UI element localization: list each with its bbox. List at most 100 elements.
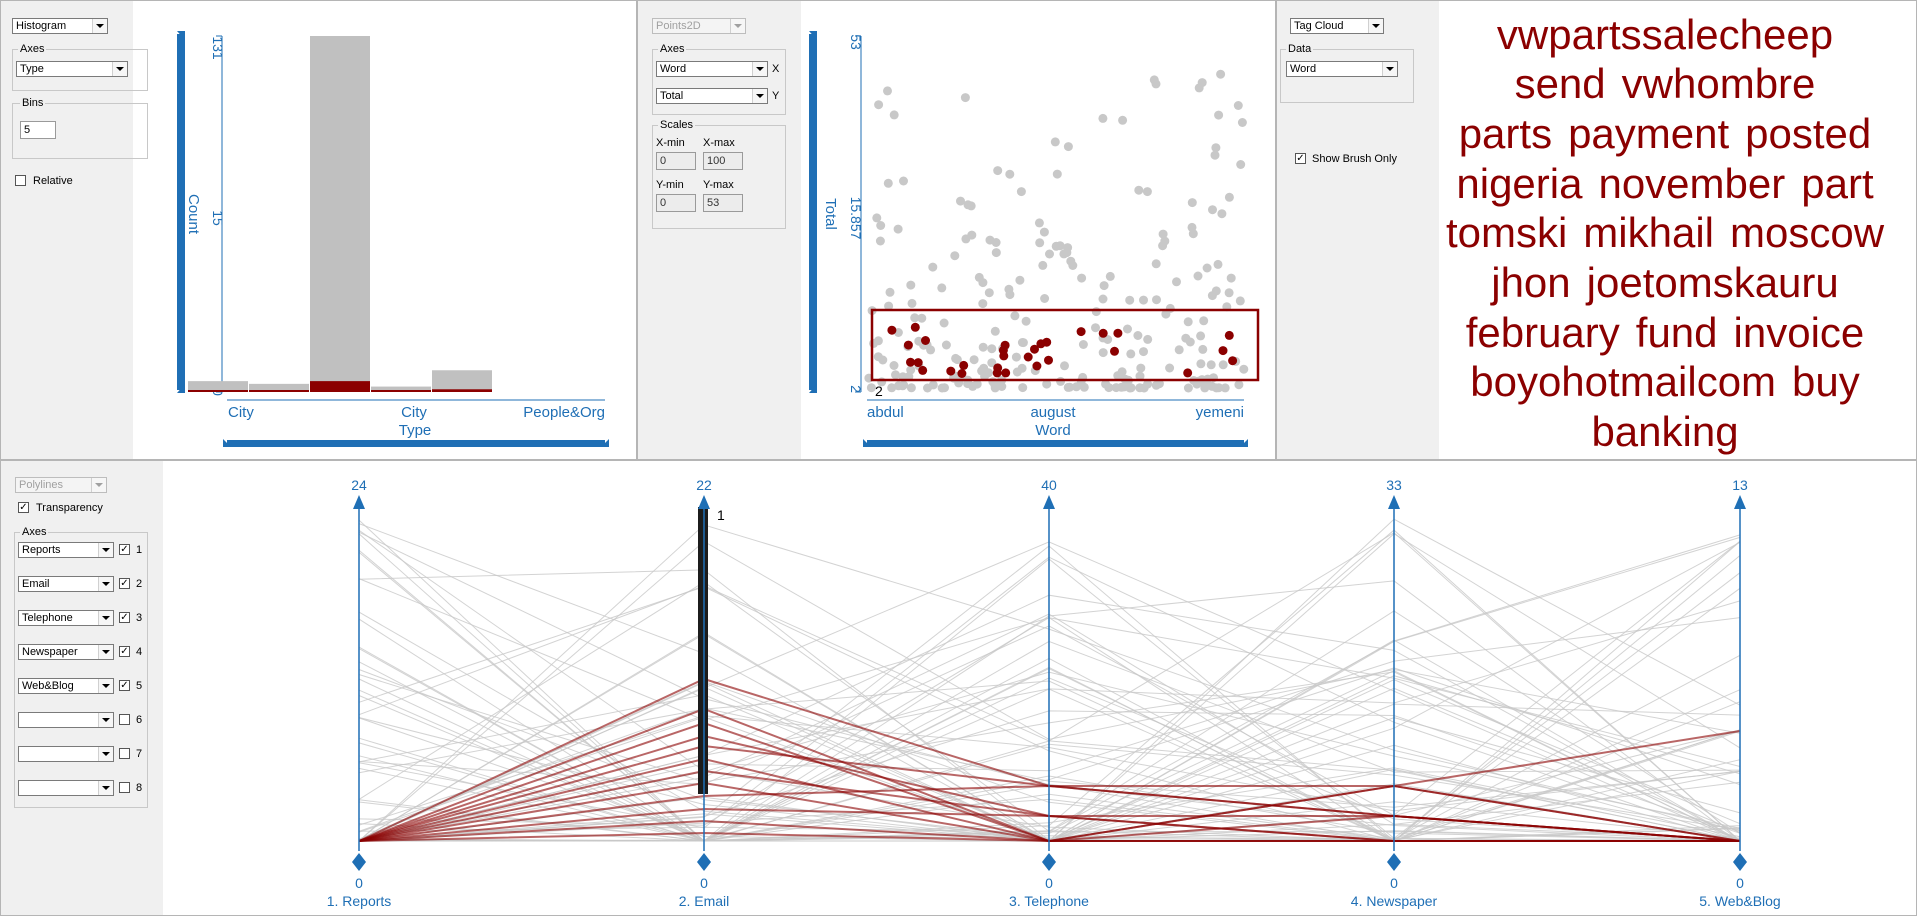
scatter-ymin-input[interactable]: 0	[656, 194, 696, 212]
parallel-axis-checkbox[interactable]: ✓	[119, 612, 130, 623]
parallel-axis-select[interactable]	[18, 780, 114, 796]
scatter-point	[1152, 295, 1161, 305]
scatter-point	[978, 299, 988, 309]
parallel-axis-min: 0	[700, 875, 708, 891]
parallel-axis-select[interactable]: Web&Blog	[18, 678, 114, 694]
parallel-transparency-checkbox[interactable]: ✓	[18, 502, 29, 513]
axis-diamond-icon	[697, 853, 711, 871]
tag-word[interactable]: vwhombre	[1621, 60, 1816, 107]
scatter-y-handle-top[interactable]	[809, 31, 817, 40]
parallel-axis-select[interactable]: Email	[18, 576, 114, 592]
email-axis-brush[interactable]	[698, 507, 708, 794]
tagcloud-view-select-value: Tag Cloud	[1294, 20, 1344, 32]
parallel-axis-number: 7	[136, 748, 143, 760]
scatter-brush-rect[interactable]	[870, 308, 1260, 382]
histogram-view-select[interactable]: Histogram	[12, 18, 108, 34]
tag-word[interactable]: february	[1465, 309, 1620, 356]
scatter-y-select[interactable]: Total	[656, 88, 768, 104]
tagcloud-view-select[interactable]: Tag Cloud	[1290, 18, 1384, 34]
parallel-axis-select[interactable]: Newspaper	[18, 644, 114, 660]
parallel-axis-select[interactable]: Telephone	[18, 610, 114, 626]
tag-word[interactable]: fund	[1635, 309, 1718, 356]
parallel-axis-select[interactable]	[18, 712, 114, 728]
tag-cloud-line: send vwhombre	[1425, 59, 1905, 109]
scatter-point	[1212, 383, 1221, 393]
scatter-point	[960, 93, 970, 103]
parallel-axis-max: 24	[351, 477, 367, 493]
tag-word[interactable]: boyohotmailcom	[1470, 358, 1777, 405]
chevron-down-icon	[98, 543, 113, 557]
scatter-point	[1149, 75, 1159, 85]
scatter-xmax-input[interactable]: 100	[703, 152, 743, 170]
scatter-point-selected	[957, 369, 967, 378]
tagcloud-data-select[interactable]: Word	[1286, 61, 1398, 77]
scatter-scales-group-label: Scales	[658, 119, 696, 131]
parallel-axis-number: 8	[136, 782, 143, 794]
scatter-x-axis-label: Word	[1035, 422, 1071, 439]
scatter-point	[883, 178, 893, 188]
tag-word[interactable]: posted	[1745, 110, 1872, 157]
scatter-point-selected	[993, 363, 1003, 373]
scatter-view-select[interactable]: Points2D	[652, 18, 746, 34]
parallel-axis-checkbox[interactable]	[119, 748, 130, 759]
parallel-axis-select[interactable]: Reports	[18, 542, 114, 558]
tag-word[interactable]: payment	[1568, 110, 1730, 157]
parallel-axis-checkbox[interactable]: ✓	[119, 544, 130, 555]
parallel-axis-checkbox[interactable]	[119, 714, 130, 725]
scatter-point	[1158, 241, 1168, 251]
scatter-point	[991, 248, 1001, 258]
tag-word[interactable]: moscow	[1730, 209, 1885, 256]
scatter-point	[1194, 83, 1204, 93]
scatter-point	[997, 382, 1007, 391]
scatter-point	[1052, 169, 1062, 179]
tag-word[interactable]: send	[1514, 60, 1606, 107]
tagcloud-show-brush-checkbox[interactable]: ✓	[1295, 153, 1306, 164]
histogram-x-scrollbar[interactable]	[227, 440, 605, 447]
histogram-axis-select[interactable]: Type	[16, 61, 128, 77]
parallel-axis-checkbox[interactable]: ✓	[119, 646, 130, 657]
scatter-y-tick-label: 53	[848, 34, 864, 50]
tag-word[interactable]: vwpartssalecheep	[1496, 11, 1834, 58]
histogram-x-handle-left[interactable]	[223, 439, 231, 447]
scatter-xmin-input[interactable]: 0	[656, 152, 696, 170]
tag-word[interactable]: jhon	[1491, 259, 1571, 306]
parallel-transparency-label: Transparency	[36, 502, 103, 514]
histogram-y-handle-top[interactable]	[177, 31, 185, 40]
tag-word[interactable]: tomski	[1445, 209, 1568, 256]
scatter-point	[1210, 150, 1220, 160]
parallel-axis-checkbox[interactable]: ✓	[119, 578, 130, 589]
histogram-bins-input[interactable]: 5	[20, 121, 56, 139]
scatter-point-selected	[910, 322, 920, 332]
histogram-y-handle-bottom[interactable]	[177, 384, 185, 393]
scatter-x-select[interactable]: Word	[656, 61, 768, 77]
scatter-y-scrollbar[interactable]	[809, 34, 817, 390]
parallel-view-select[interactable]: Polylines	[15, 477, 107, 493]
tag-cloud-line: nigeria november part	[1425, 159, 1905, 209]
histogram-y-scrollbar[interactable]	[177, 34, 185, 390]
tag-word[interactable]: parts	[1458, 110, 1553, 157]
chevron-down-icon	[752, 89, 767, 103]
scatter-x-scrollbar[interactable]	[867, 440, 1244, 447]
parallel-axis-checkbox[interactable]	[119, 782, 130, 793]
tag-word[interactable]: banking	[1591, 408, 1739, 455]
histogram-x-handle-right[interactable]	[601, 439, 609, 447]
parallel-axis-select[interactable]	[18, 746, 114, 762]
scatter-point-selected	[913, 358, 923, 368]
histogram-bar-selected	[432, 389, 492, 392]
tag-word[interactable]: november	[1598, 160, 1786, 207]
scatter-x-handle-left[interactable]	[863, 439, 871, 447]
tag-word[interactable]: joetomskauru	[1586, 259, 1839, 306]
tag-word[interactable]: nigeria	[1456, 160, 1583, 207]
histogram-relative-checkbox[interactable]	[15, 175, 26, 186]
scatter-point	[1091, 323, 1100, 333]
scatter-point	[1142, 187, 1152, 197]
parallel-axis-min: 0	[355, 875, 363, 891]
tag-word[interactable]: mikhail	[1583, 209, 1714, 256]
tag-word[interactable]: part	[1801, 160, 1874, 207]
tag-word[interactable]: invoice	[1733, 309, 1865, 356]
scatter-ymax-input[interactable]: 53	[703, 194, 743, 212]
scatter-x-handle-right[interactable]	[1240, 439, 1248, 447]
scatter-y-handle-bottom[interactable]	[809, 384, 817, 393]
tag-word[interactable]: buy	[1792, 358, 1860, 405]
parallel-axis-checkbox[interactable]: ✓	[119, 680, 130, 691]
